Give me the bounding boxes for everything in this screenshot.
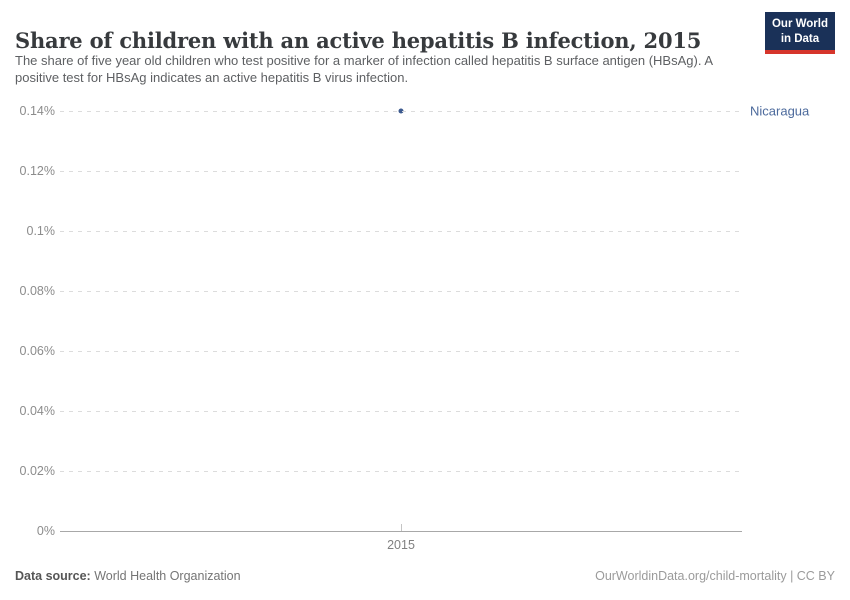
data-source-label: Data source:: [15, 569, 91, 583]
y-gridline: [60, 111, 742, 112]
y-axis-tick-label: 0.08%: [19, 284, 55, 298]
y-axis-tick-label: 0%: [36, 524, 55, 538]
y-gridline: [60, 231, 742, 232]
y-axis-tick-label: 0.1%: [26, 224, 56, 238]
owid-logo-line1: Our World: [771, 18, 828, 30]
x-axis-tick-label: 2015: [387, 538, 415, 552]
data-source-note: Data source: World Health Organization: [15, 569, 241, 583]
y-axis-tick-label: 0.02%: [19, 464, 55, 478]
y-gridline: [60, 291, 742, 292]
data-source-value: World Health Organization: [94, 569, 241, 583]
chart-footer: Data source: World Health Organization O…: [15, 569, 835, 583]
x-axis-tick-mark: [401, 524, 402, 531]
page-title: Share of children with an active hepatit…: [15, 28, 702, 54]
y-gridline: [60, 411, 742, 412]
y-axis-tick-label: 0.14%: [19, 104, 55, 118]
owid-logo-line2: in Data: [780, 32, 820, 45]
x-axis-baseline: [60, 531, 742, 532]
y-axis-tick-label: 0.12%: [19, 164, 55, 178]
plot-area: Nicaragua 0.14% 0.12% 0.1% 0.08% 0.06% 0.04% 0…: [20, 104, 810, 553]
y-gridline: [60, 471, 742, 472]
y-gridline: [60, 351, 742, 352]
chart-subtitle: The share of five year old children who …: [15, 53, 713, 85]
entity-label[interactable]: Nicaragua: [750, 103, 810, 119]
y-gridline: [60, 171, 742, 172]
y-axis-tick-label: 0.06%: [19, 344, 55, 358]
y-axis-tick-label: 0.04%: [19, 404, 55, 418]
license-link[interactable]: OurWorldinData.org/child-mortality | CC …: [595, 569, 835, 583]
owid-logo: Our World in Data: [764, 12, 835, 54]
